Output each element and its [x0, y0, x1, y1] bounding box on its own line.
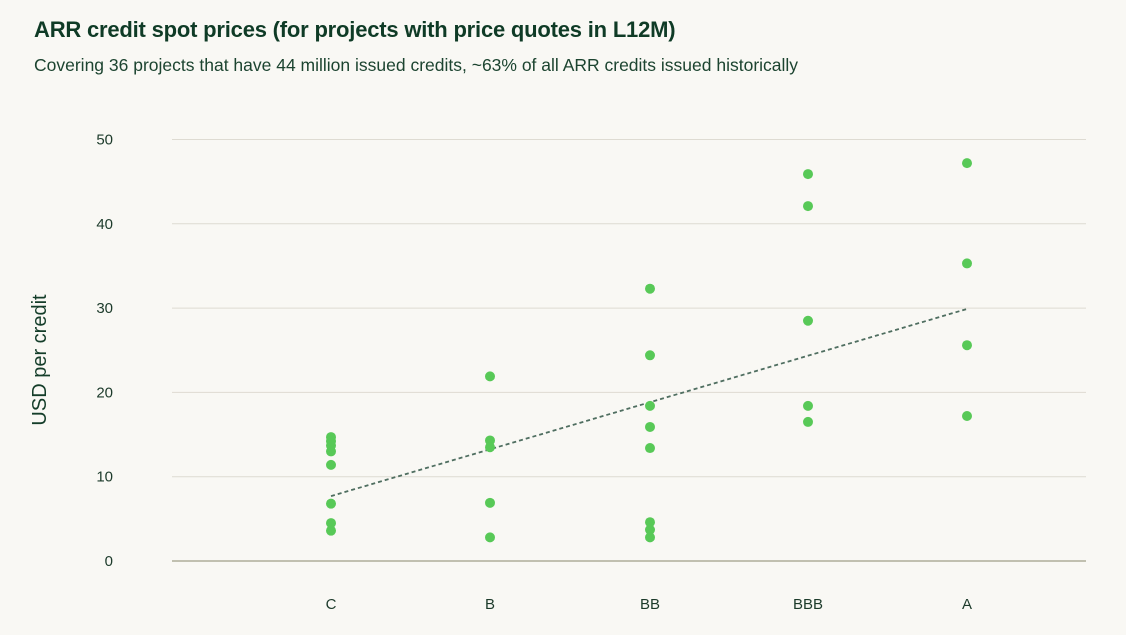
y-tick-label: 50 [96, 132, 113, 149]
y-axis-ticks: 0 10 20 30 40 50 [96, 132, 113, 571]
data-point [803, 201, 813, 212]
data-point [645, 524, 655, 535]
data-point [645, 532, 655, 543]
x-tick-label: C [326, 596, 337, 613]
data-point [485, 371, 495, 382]
data-point [645, 400, 655, 411]
data-point [326, 525, 336, 536]
data-point [645, 443, 655, 454]
x-axis-ticks: C B BB BBB A [326, 596, 972, 613]
data-point [326, 446, 336, 457]
data-point [803, 315, 813, 326]
data-point [962, 340, 972, 351]
data-point [962, 411, 972, 422]
data-point [485, 442, 495, 453]
data-point [803, 416, 813, 427]
data-point [803, 400, 813, 411]
chart-title: ARR credit spot prices (for projects wit… [34, 17, 676, 42]
data-point [962, 158, 972, 169]
data-point [326, 459, 336, 470]
data-point [645, 350, 655, 361]
data-point [485, 497, 495, 508]
x-tick-label: A [962, 596, 972, 613]
y-axis-title: USD per credit [29, 294, 51, 426]
data-point [645, 421, 655, 432]
y-tick-label: 40 [96, 216, 113, 233]
data-point [645, 283, 655, 294]
x-tick-label: BBB [793, 596, 823, 613]
data-point [803, 169, 813, 180]
data-point [962, 258, 972, 269]
data-point [326, 498, 336, 509]
y-tick-label: 10 [96, 469, 113, 486]
data-point [485, 532, 495, 543]
y-tick-label: 20 [96, 384, 113, 401]
x-tick-label: B [485, 596, 495, 613]
y-tick-label: 0 [105, 553, 113, 570]
data-point [326, 518, 336, 529]
chart-subtitle: Covering 36 projects that have 44 millio… [34, 55, 799, 75]
gridlines [172, 139, 1086, 562]
x-tick-label: BB [640, 596, 660, 613]
y-tick-label: 30 [96, 300, 113, 317]
data-point [645, 517, 655, 528]
data-points [326, 158, 972, 543]
